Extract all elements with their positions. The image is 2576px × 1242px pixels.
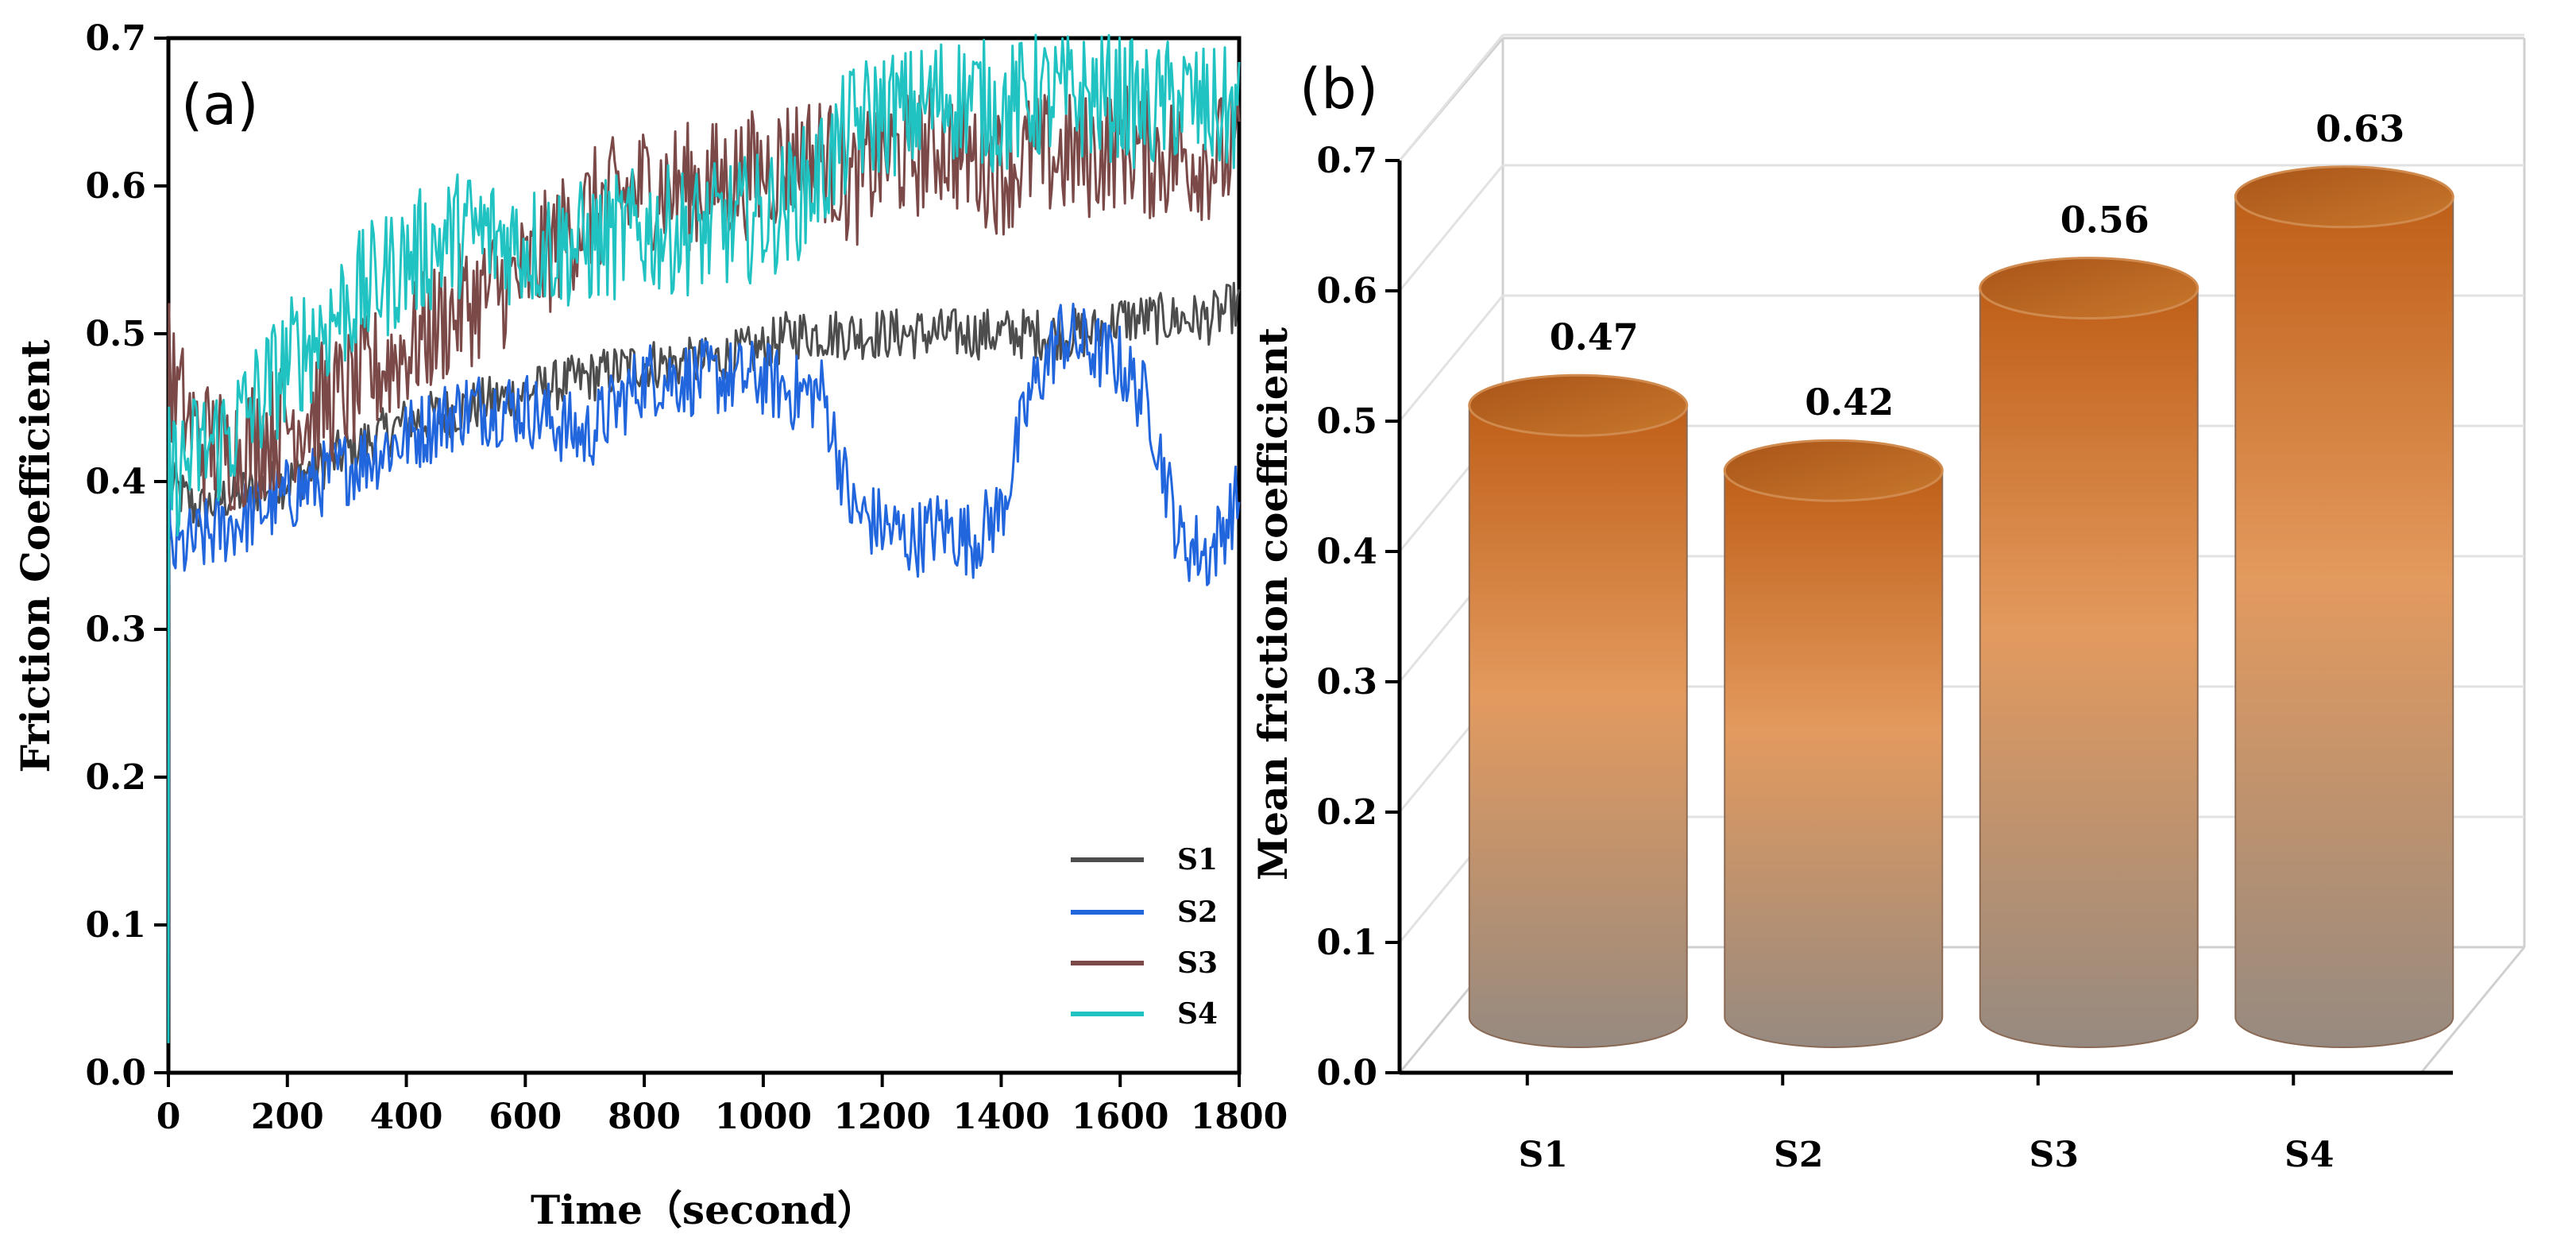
y-tick-label-b: 0.2 bbox=[1316, 792, 1377, 833]
y-tick-label-a: 0.3 bbox=[85, 609, 146, 650]
value-label-s4: 0.63 bbox=[2315, 107, 2404, 150]
x-tick-label-a: 800 bbox=[608, 1097, 681, 1137]
value-label-s1: 0.47 bbox=[1550, 315, 1639, 358]
cylinder-body bbox=[1468, 404, 1688, 1048]
series-line-s4 bbox=[167, 33, 1241, 1043]
y-tick-label-b: 0.7 bbox=[1316, 141, 1377, 181]
line-chart-panel-a: 0.0 0.1 0.2 0.3 0.4 0.5 0.6 0.7 0 200 400 600 800 10… bbox=[12, 18, 1288, 1233]
x-tick-label-b: S2 bbox=[1774, 1135, 1823, 1175]
x-tick-label-a: 600 bbox=[489, 1097, 562, 1137]
legend-label-s3: S3 bbox=[1177, 946, 1218, 980]
x-tick-label-a: 200 bbox=[251, 1097, 324, 1137]
y-axis-b: 0.0 0.1 0.2 0.3 0.4 0.5 0.6 0.7 bbox=[1316, 141, 1400, 1093]
x-tick-label-b: S3 bbox=[2030, 1135, 2079, 1175]
y-tick-label-a: 0.6 bbox=[85, 166, 146, 207]
cylinder-bar-s2: 0.42 S2 bbox=[1723, 381, 1944, 1175]
x-tick-label-a: 1000 bbox=[715, 1097, 812, 1137]
x-tick-label-b: S4 bbox=[2284, 1135, 2334, 1175]
plot-frame-a bbox=[166, 36, 1242, 1075]
y-tick-label-a: 0.0 bbox=[85, 1053, 146, 1093]
bar-chart-panel-b: 0.0 0.1 0.2 0.3 0.4 0.5 0.6 0.7 0.47 S1 0.42 S2 0.5… bbox=[1249, 33, 2526, 1175]
y-tick-label-a: 0.2 bbox=[85, 757, 146, 798]
legend-label-s2: S2 bbox=[1177, 896, 1218, 929]
legend-label-s1: S1 bbox=[1177, 843, 1218, 876]
x-tick-label-a: 1600 bbox=[1072, 1097, 1168, 1137]
x-axis-a: 0 200 400 600 800 1000 1200 1400 1600 1800 bbox=[156, 1073, 1288, 1137]
cylinder-bar-s3: 0.56 S3 bbox=[1979, 199, 2199, 1175]
cylinder-cap bbox=[2234, 165, 2454, 229]
y-tick-label-b: 0.5 bbox=[1316, 401, 1377, 442]
y-tick-label-b: 0.3 bbox=[1316, 662, 1377, 702]
grid-line-side bbox=[1398, 295, 1504, 422]
cylinder-cap bbox=[1979, 257, 2199, 320]
x-tick-label-a: 400 bbox=[370, 1097, 443, 1137]
y-axis-title-a: Friction Coefficient bbox=[12, 339, 59, 772]
cylinder-body bbox=[1979, 287, 2199, 1048]
y-tick-label-a: 0.1 bbox=[85, 905, 146, 946]
y-tick-label-b: 0.6 bbox=[1316, 271, 1377, 311]
y-tick-label-a: 0.7 bbox=[85, 18, 146, 59]
y-tick-label-a: 0.4 bbox=[85, 462, 146, 502]
legend-label-s4: S4 bbox=[1177, 997, 1218, 1031]
cylinder-body bbox=[1724, 470, 1944, 1048]
cylinder-bar-s4: 0.63 S4 bbox=[2234, 107, 2454, 1175]
legend-a: S1 S2 S3 S4 bbox=[1071, 843, 1218, 1031]
grid-line-side bbox=[1398, 164, 1504, 292]
value-label-s2: 0.42 bbox=[1805, 381, 1894, 424]
x-tick-label-a: 1200 bbox=[833, 1097, 930, 1137]
x-tick-label-a: 1800 bbox=[1191, 1097, 1288, 1137]
cylinder-cap bbox=[1723, 439, 1944, 502]
series-line-s2 bbox=[167, 302, 1241, 1043]
y-tick-label-b: 0.0 bbox=[1316, 1053, 1377, 1093]
x-tick-label-a: 1400 bbox=[952, 1097, 1049, 1137]
y-axis-title-b: Mean friction coefficient bbox=[1249, 327, 1296, 880]
y-tick-label-a: 0.5 bbox=[85, 314, 146, 354]
y-axis-a: 0.0 0.1 0.2 0.3 0.4 0.5 0.6 0.7 bbox=[85, 18, 168, 1093]
cylinder-bars: 0.47 S1 0.42 S2 0.56 S3 0.63 S4 bbox=[1468, 107, 2454, 1175]
y-tick-label-b: 0.1 bbox=[1316, 923, 1377, 963]
cylinder-cap bbox=[1468, 373, 1689, 437]
x-tick-label-a: 0 bbox=[156, 1097, 181, 1137]
x-tick-label-b: S1 bbox=[1519, 1135, 1568, 1175]
x-axis-title-a: Time（second） bbox=[531, 1186, 877, 1233]
y-tick-label-b: 0.4 bbox=[1316, 532, 1377, 572]
value-label-s3: 0.56 bbox=[2060, 199, 2149, 242]
series-lines-a bbox=[167, 33, 1241, 1043]
panel-label-a: (a) bbox=[181, 72, 259, 137]
cylinder-bar-s1: 0.47 S1 bbox=[1468, 315, 1689, 1175]
cylinder-body bbox=[2234, 195, 2454, 1048]
panel-label-b: (b) bbox=[1300, 56, 1378, 122]
grid-line-side bbox=[1398, 34, 1504, 161]
